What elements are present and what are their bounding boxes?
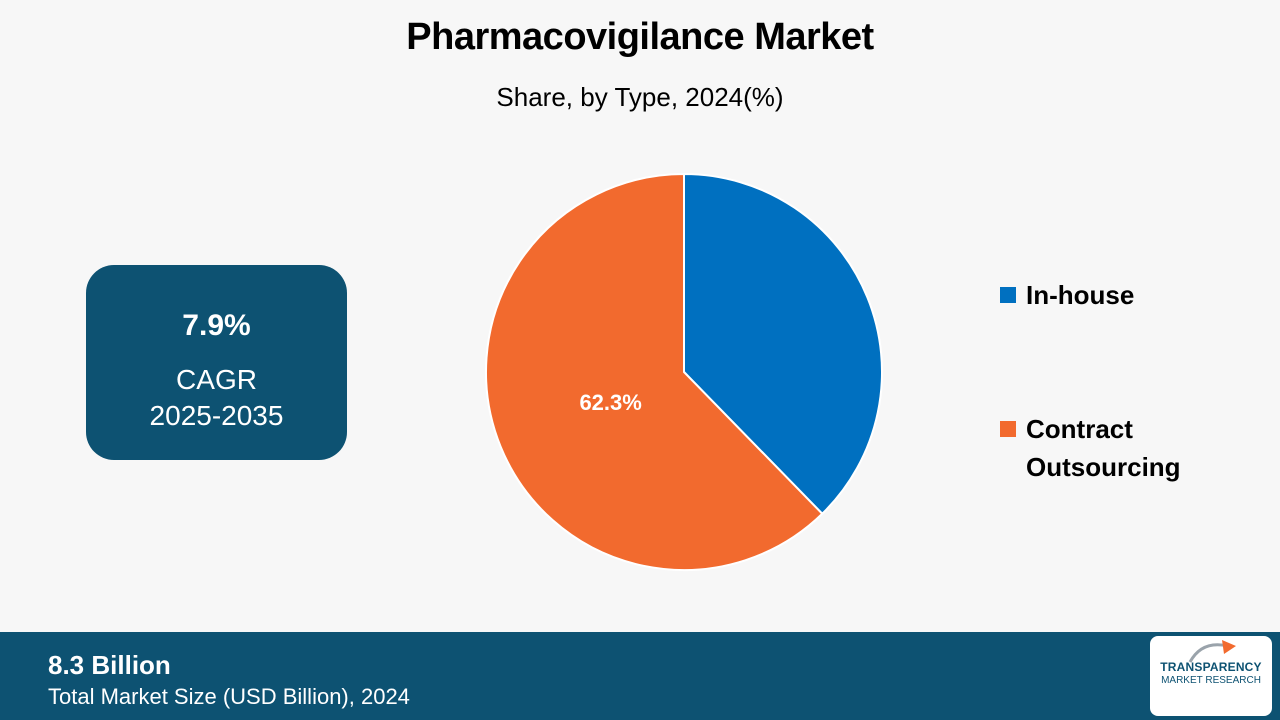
- cagr-label: CAGR 2025-2035: [86, 362, 347, 434]
- cagr-value: 7.9%: [182, 309, 251, 342]
- cagr-period: 2025-2035: [149, 400, 284, 431]
- company-logo: TRANSPARENCY MARKET RESEARCH: [1150, 636, 1272, 716]
- legend-swatch-contract-outsourcing: [1000, 421, 1016, 437]
- legend-label-in-house: In-house: [1026, 280, 1135, 310]
- footer-bar: 8.3 Billion Total Market Size (USD Billi…: [0, 632, 1280, 720]
- cagr-label-line1: CAGR: [176, 364, 257, 395]
- chart-subtitle: Share, by Type, 2024(%): [496, 82, 784, 112]
- cagr-card: 7.9% CAGR 2025-2035: [86, 265, 347, 460]
- legend-label-outsourcing: Outsourcing: [1026, 452, 1181, 482]
- market-size-value: 8.3 Billion: [48, 650, 171, 680]
- legend-swatch-in-house: [1000, 287, 1016, 303]
- pie-slice-in-house: [683, 172, 883, 516]
- data-label-contract-outsourcing: 62.3%: [579, 390, 641, 415]
- pie-slice-contract-outsourcing: [485, 172, 824, 571]
- legend-label-contract: Contract: [1026, 414, 1133, 444]
- logo-arrow-icon: [1188, 640, 1236, 663]
- logo-text-line1: TRANSPARENCY: [1160, 660, 1262, 674]
- logo-text-line2: MARKET RESEARCH: [1161, 675, 1261, 686]
- market-size-label: Total Market Size (USD Billion), 2024: [48, 684, 410, 709]
- pie-chart: 62.3%: [485, 172, 883, 571]
- chart-title: Pharmacovigilance Market: [406, 16, 874, 58]
